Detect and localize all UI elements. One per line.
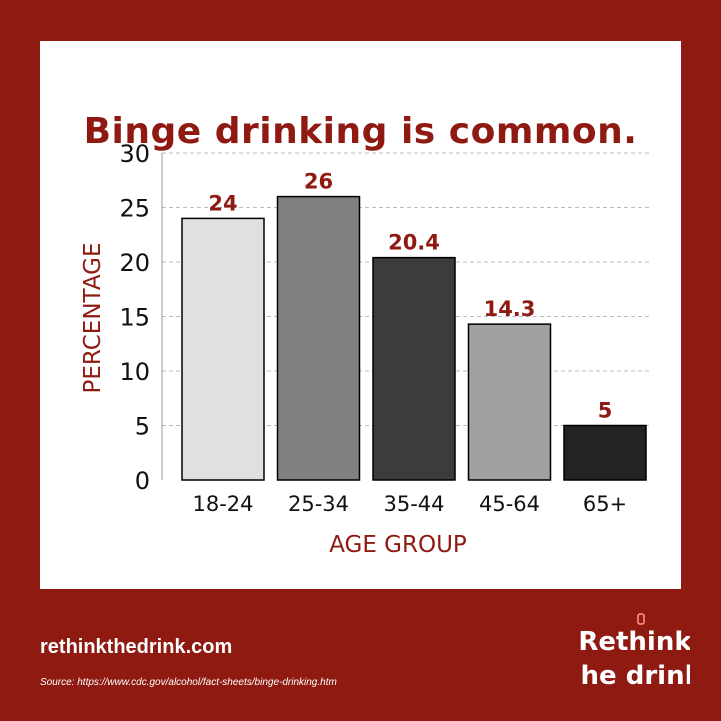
rethink-the-drink-logo: Rethink the drink	[580, 613, 690, 691]
x-tick-label: 35-44	[383, 492, 444, 516]
source-citation: Source: https://www.cdc.gov/alcohol/fact…	[40, 677, 337, 688]
data-labels: 24 26 20.4 14.3 5	[208, 170, 612, 423]
x-tick-label: 45-64	[479, 492, 540, 516]
bar	[276, 195, 361, 481]
x-tick-label: 25-34	[288, 492, 349, 516]
data-label: 14.3	[484, 297, 536, 321]
y-tick-label: 15	[119, 304, 150, 332]
y-axis-label: PERCENTAGE	[80, 243, 106, 394]
data-label: 20.4	[388, 231, 440, 255]
logo-line-2: the drink	[580, 661, 690, 691]
data-label: 26	[304, 170, 333, 194]
chart-title: Binge drinking is common.	[83, 111, 638, 152]
bar	[372, 256, 456, 481]
chart-card: Binge drinking is common.	[40, 41, 681, 589]
x-tick-label: 65+	[583, 492, 627, 516]
data-label: 5	[598, 399, 613, 423]
y-tick-labels: 0 5 10 15 20 25 30	[119, 140, 150, 495]
y-tick-label: 10	[119, 358, 150, 386]
bar	[563, 424, 647, 481]
y-tick-label: 5	[135, 413, 150, 441]
x-axis-label: AGE GROUP	[329, 532, 467, 558]
bar	[467, 323, 552, 481]
logo-line-1: Rethink	[580, 627, 690, 657]
bottle-icon	[637, 613, 645, 625]
x-tick-labels: 18-24 25-34 35-44 45-64 65+	[192, 492, 627, 516]
bar	[181, 217, 265, 481]
website-link[interactable]: rethinkthedrink.com	[40, 636, 233, 658]
y-tick-label: 20	[119, 249, 150, 277]
bars	[181, 195, 647, 481]
x-tick-label: 18-24	[192, 492, 253, 516]
y-tick-label: 25	[119, 195, 150, 223]
data-label: 24	[208, 191, 237, 215]
y-tick-label: 0	[135, 467, 150, 495]
y-tick-label: 30	[119, 140, 150, 168]
